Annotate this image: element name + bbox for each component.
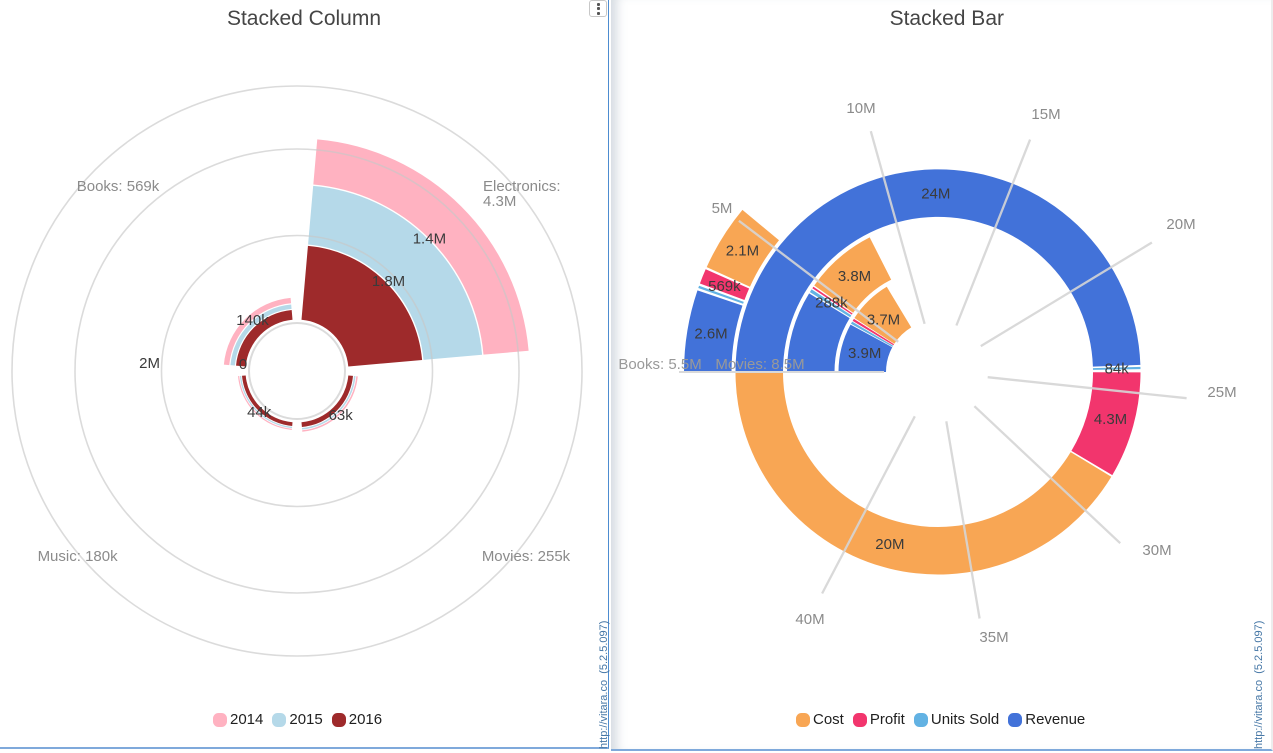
svg-text:25M: 25M (1207, 384, 1236, 401)
svg-text:1.8M: 1.8M (372, 273, 405, 290)
svg-text:3.7M: 3.7M (867, 311, 900, 328)
svg-text:40M: 40M (795, 611, 824, 628)
svg-text:4.3M: 4.3M (483, 193, 516, 210)
svg-text:Stacked Column: Stacked Column (227, 7, 381, 30)
svg-text:2.1M: 2.1M (726, 243, 759, 260)
svg-text:15M: 15M (1031, 106, 1060, 123)
svg-text:140k: 140k (236, 312, 269, 329)
svg-text:Books: 5.5M: Books: 5.5M (618, 356, 701, 373)
svg-text:2.6M: 2.6M (694, 325, 727, 342)
svg-text:24M: 24M (921, 185, 950, 202)
svg-text:Music: 180k: Music: 180k (38, 548, 119, 565)
svg-text:Electronics:: Electronics: (483, 178, 561, 195)
svg-text:2M: 2M (139, 355, 160, 372)
svg-text:5M: 5M (712, 200, 733, 217)
svg-text:Books: 569k: Books: 569k (77, 178, 160, 195)
svg-text:3.9M: 3.9M (848, 345, 881, 362)
svg-text:20M: 20M (875, 536, 904, 553)
svg-text:20M: 20M (1166, 216, 1195, 233)
svg-text:84k: 84k (1105, 361, 1130, 378)
svg-text:Stacked Bar: Stacked Bar (890, 7, 1004, 30)
svg-text:0: 0 (239, 356, 247, 373)
svg-text:Movies: 255k: Movies: 255k (482, 548, 571, 565)
svg-text:288k: 288k (815, 295, 848, 312)
svg-text:3.8M: 3.8M (838, 268, 871, 285)
svg-text:30M: 30M (1142, 542, 1171, 559)
svg-text:569k: 569k (708, 278, 741, 295)
svg-text:4.3M: 4.3M (1094, 411, 1127, 428)
svg-text:44k: 44k (247, 404, 272, 421)
svg-text:35M: 35M (979, 629, 1008, 646)
svg-text:10M: 10M (846, 100, 875, 117)
svg-text:Movies: 8.5M: Movies: 8.5M (715, 356, 804, 373)
svg-text:1.4M: 1.4M (413, 231, 446, 248)
svg-text:63k: 63k (329, 407, 354, 424)
